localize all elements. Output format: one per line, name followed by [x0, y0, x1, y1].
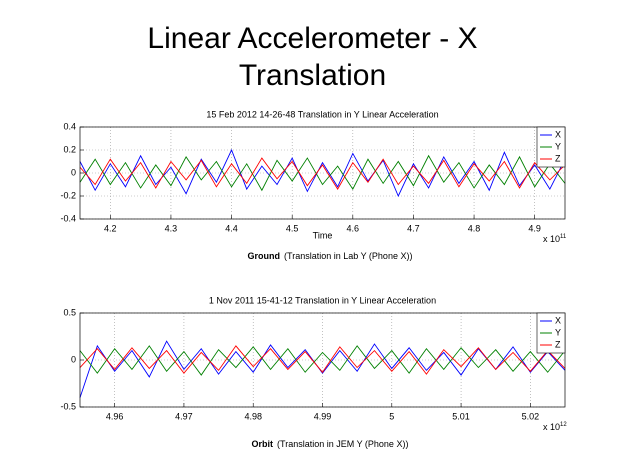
- y-tick-label: 0.4: [63, 121, 76, 131]
- caption-bold: Orbit: [252, 439, 274, 449]
- caption-text: (Translation in JEM Y (Phone X)): [277, 439, 408, 449]
- x-tick-label: 4.9: [528, 223, 541, 233]
- series-line: [79, 154, 566, 192]
- x-tick-label: 4.2: [104, 223, 117, 233]
- caption-bold: Ground: [248, 251, 281, 261]
- legend-label: X: [555, 129, 561, 139]
- legend-label: Z: [555, 153, 561, 163]
- x-multiplier-base: x 10: [543, 234, 560, 244]
- x-multiplier-exponent: 11: [560, 234, 567, 240]
- caption: Ground (Translation in Lab Y (Phone X)): [248, 251, 413, 261]
- legend-label: Z: [555, 339, 561, 349]
- y-tick-label: 0: [71, 167, 76, 177]
- x-tick-label: 4.6: [347, 223, 360, 233]
- x-multiplier: x 1011: [543, 234, 567, 245]
- slide-title: Linear Accelerometer - X Translation: [147, 22, 478, 92]
- legend-label: Y: [555, 327, 561, 337]
- caption: Orbit (Translation in JEM Y (Phone X)): [252, 439, 409, 449]
- y-tick-label: -0.4: [60, 213, 76, 223]
- chart-title: 15 Feb 2012 14-26-48 Translation in Y Li…: [206, 109, 438, 119]
- legend-label: Y: [555, 141, 561, 151]
- x-tick-label: 5.01: [452, 411, 470, 421]
- x-tick-label: 4.96: [106, 411, 124, 421]
- x-axis-label: Time: [313, 230, 333, 240]
- x-tick-label: 4.4: [225, 223, 238, 233]
- y-tick-label: 0.5: [63, 307, 76, 317]
- x-tick-label: 4.98: [244, 411, 262, 421]
- series-line: [79, 345, 566, 376]
- x-tick-label: 4.7: [407, 223, 420, 233]
- x-tick-label: 4.5: [286, 223, 299, 233]
- axes-frame: [79, 126, 566, 220]
- legend-label: X: [555, 315, 561, 325]
- x-tick-label: 5.02: [522, 411, 540, 421]
- x-tick-label: 4.99: [314, 411, 332, 421]
- series-line: [79, 157, 566, 190]
- x-tick-label: 4.8: [468, 223, 481, 233]
- x-tick-label: 4.97: [175, 411, 193, 421]
- axes-frame: [79, 312, 566, 408]
- chart-title: 1 Nov 2011 15-41-12 Translation in Y Lin…: [209, 295, 436, 305]
- caption-text: (Translation in Lab Y (Phone X)): [284, 251, 412, 261]
- x-multiplier: x 1012: [543, 422, 567, 433]
- x-multiplier-base: x 10: [543, 422, 560, 432]
- x-tick-label: 5: [389, 411, 394, 421]
- y-tick-label: 0: [71, 354, 76, 364]
- x-tick-label: 4.3: [165, 223, 178, 233]
- y-tick-label: -0.2: [60, 190, 76, 200]
- y-tick-label: 0.2: [63, 144, 76, 154]
- series-line: [79, 345, 566, 375]
- x-multiplier-exponent: 12: [560, 422, 567, 428]
- y-tick-label: -0.5: [60, 401, 76, 411]
